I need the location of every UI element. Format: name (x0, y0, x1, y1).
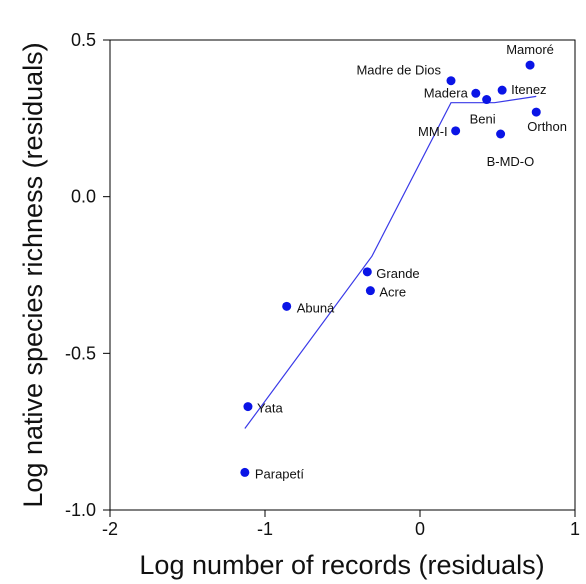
y-axis-title: Log native species richness (residuals) (18, 42, 48, 507)
data-point (362, 267, 372, 277)
data-point (525, 60, 535, 70)
point-label: Grande (376, 266, 419, 281)
point-label: Yata (257, 401, 284, 416)
point-label: Madre de Dios (356, 63, 441, 78)
point-label: Abuná (297, 300, 335, 315)
x-tick-label: 0 (415, 519, 425, 539)
point-label: Itenez (511, 82, 546, 97)
x-tick-label: -2 (102, 519, 118, 539)
data-point (446, 76, 456, 86)
point-label: Mamoré (506, 42, 554, 57)
point-label: Madera (424, 85, 469, 100)
y-tick-label: 0.5 (71, 30, 96, 50)
data-point (243, 402, 253, 412)
plot-area-frame (109, 39, 576, 511)
data-point (497, 85, 507, 95)
data-point (282, 301, 292, 311)
axis-ticks: -2 -1 0 1 -1.0 -0.5 0.0 0.5 (65, 30, 580, 539)
x-tick-label: -1 (257, 519, 273, 539)
data-point (471, 88, 481, 98)
data-point (365, 286, 375, 296)
x-tick-label: 1 (570, 519, 580, 539)
point-label: B-MD-O (487, 154, 535, 169)
data-point (531, 107, 541, 117)
y-tick-label: -0.5 (65, 343, 96, 363)
x-axis-title: Log number of records (residuals) (139, 550, 544, 580)
data-point (240, 467, 250, 477)
data-points: Mamoré Madre de Dios Madera Itenez Beni Ortho… (240, 42, 567, 481)
point-label: Parapetí (255, 466, 305, 481)
point-label: Beni (470, 112, 496, 127)
point-label: Orthon (527, 119, 567, 134)
fit-line (244, 95, 537, 429)
data-point (496, 129, 506, 139)
y-tick-label: 0.0 (71, 187, 96, 207)
y-tick-label: -1.0 (65, 500, 96, 520)
data-point (451, 126, 461, 136)
data-point (482, 95, 492, 105)
point-label: Acre (379, 285, 406, 300)
point-label: MM-I (418, 124, 448, 139)
